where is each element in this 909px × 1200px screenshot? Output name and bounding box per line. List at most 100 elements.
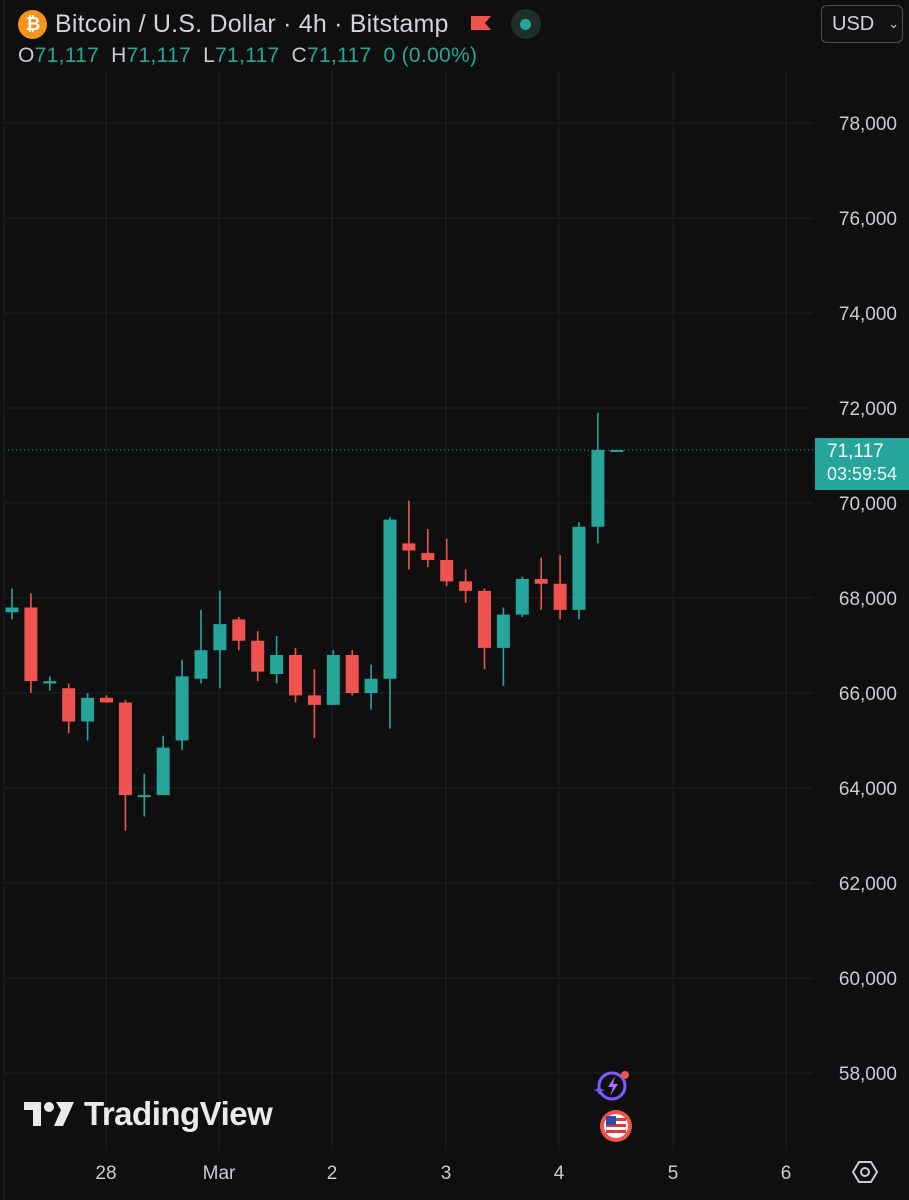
candle-body xyxy=(496,614,510,648)
candle-body xyxy=(24,607,38,682)
candle-body xyxy=(572,526,586,610)
candle-bullish[interactable] xyxy=(496,607,510,686)
candle-body xyxy=(610,449,624,452)
currency-select[interactable]: USD ⌄ xyxy=(821,5,903,43)
last-price-badge: 71,117 03:59:54 xyxy=(815,438,909,490)
candle-body xyxy=(326,655,340,705)
candle-bearish[interactable] xyxy=(118,700,132,831)
candle-body xyxy=(345,655,359,693)
tradingview-logo[interactable]: TradingView xyxy=(24,1094,273,1134)
y-tick-label: 78,000 xyxy=(839,114,897,135)
candle-bearish[interactable] xyxy=(345,650,359,696)
candle-bullish[interactable] xyxy=(81,693,95,741)
bitcoin-logo-icon: ₿ xyxy=(18,9,47,39)
candle-body xyxy=(289,655,302,696)
candle-bullish[interactable] xyxy=(194,609,208,684)
candle-bullish[interactable] xyxy=(175,659,189,750)
candle-bullish[interactable] xyxy=(364,664,378,710)
close-value: 71,117 xyxy=(307,44,372,67)
ai-spark-icon[interactable] xyxy=(590,1068,634,1104)
candle-body xyxy=(251,640,265,672)
candle-bullish[interactable] xyxy=(515,576,529,617)
candle-bullish[interactable] xyxy=(383,517,397,729)
candle-bearish[interactable] xyxy=(289,647,302,703)
candle-bullish[interactable] xyxy=(270,636,284,684)
candle-bullish[interactable] xyxy=(213,590,227,689)
candle-body xyxy=(553,583,567,610)
market-status-indicator[interactable] xyxy=(510,9,541,39)
candle-bearish[interactable] xyxy=(251,631,265,682)
candle-body xyxy=(364,678,378,693)
candle-body xyxy=(43,681,57,684)
tradingview-wordmark: TradingView xyxy=(84,1095,273,1132)
change-value: 0 (0.00%) xyxy=(383,44,478,67)
candle-bearish[interactable] xyxy=(232,617,246,651)
candle-bullish[interactable] xyxy=(572,522,586,620)
candle-bullish[interactable] xyxy=(610,449,624,452)
high-label: H xyxy=(111,44,127,67)
y-tick-label: 62,000 xyxy=(839,874,897,895)
candle-body xyxy=(515,579,529,615)
open-label: O xyxy=(18,44,35,67)
low-label: L xyxy=(203,44,216,67)
us-flag-economic-event-icon[interactable] xyxy=(598,1108,634,1144)
candle-body xyxy=(118,702,132,796)
candle-body xyxy=(307,695,321,705)
x-tick-label: 2 xyxy=(327,1163,338,1184)
candle-body xyxy=(5,607,19,613)
x-tick-label: 4 xyxy=(554,1163,565,1184)
candle-bearish[interactable] xyxy=(478,588,491,670)
candle-body xyxy=(81,697,95,722)
red-flag-icon[interactable] xyxy=(469,12,493,36)
candle-bearish[interactable] xyxy=(100,695,113,703)
market-open-dot-icon xyxy=(520,18,532,30)
x-tick-label: Mar xyxy=(203,1163,236,1184)
tradingview-mark-icon xyxy=(24,1102,74,1126)
chart-grid xyxy=(4,70,813,1150)
candle-bearish[interactable] xyxy=(62,683,76,734)
candle-body xyxy=(402,543,416,551)
candles-layer xyxy=(5,412,624,831)
high-value: 71,117 xyxy=(126,44,192,67)
symbol-title[interactable]: Bitcoin / U.S. Dollar · 4h · Bitstamp xyxy=(55,9,449,38)
candle-bearish[interactable] xyxy=(553,555,567,620)
chart-settings-button[interactable] xyxy=(850,1157,880,1187)
candle-body xyxy=(213,624,227,651)
candle-body xyxy=(421,552,435,560)
price-axis[interactable]: 78,000 76,000 74,000 72,000 70,000 68,000 66,0… xyxy=(839,114,897,1085)
x-tick-label: 28 xyxy=(95,1163,116,1184)
candle-bearish[interactable] xyxy=(534,557,548,610)
x-tick-label: 3 xyxy=(441,1163,452,1184)
y-tick-label: 60,000 xyxy=(839,969,897,990)
open-value: 71,117 xyxy=(34,44,100,67)
x-tick-label: 6 xyxy=(781,1163,792,1184)
candle-bearish[interactable] xyxy=(307,669,321,739)
candle-body xyxy=(175,676,189,741)
candle-body xyxy=(591,449,605,527)
y-tick-label: 72,000 xyxy=(839,399,897,420)
chevron-down-icon: ⌄ xyxy=(888,16,900,31)
candle-bearish[interactable] xyxy=(459,569,473,603)
candle-bullish[interactable] xyxy=(591,412,605,544)
candle-body xyxy=(100,697,113,703)
close-label: C xyxy=(291,44,308,67)
candle-bullish[interactable] xyxy=(43,676,57,691)
symbol-header: ₿ Bitcoin / U.S. Dollar · 4h · Bitstamp xyxy=(18,7,541,41)
y-tick-label: 70,000 xyxy=(839,494,897,515)
time-axis[interactable]: 28 Mar 2 3 4 5 6 xyxy=(95,1163,791,1184)
x-tick-label: 5 xyxy=(668,1163,679,1184)
candle-bullish[interactable] xyxy=(326,650,340,705)
candle-bearish[interactable] xyxy=(421,529,435,568)
chart-settings-icon xyxy=(851,1161,879,1183)
candle-bullish[interactable] xyxy=(137,773,151,817)
candle-body xyxy=(232,619,246,641)
candle-bearish[interactable] xyxy=(402,500,416,570)
candle-bullish[interactable] xyxy=(5,588,19,620)
candle-body xyxy=(270,655,284,674)
candle-bullish[interactable] xyxy=(156,735,170,796)
candle-bearish[interactable] xyxy=(440,538,454,587)
candle-bearish[interactable] xyxy=(24,593,38,693)
bar-countdown: 03:59:54 xyxy=(827,464,898,484)
